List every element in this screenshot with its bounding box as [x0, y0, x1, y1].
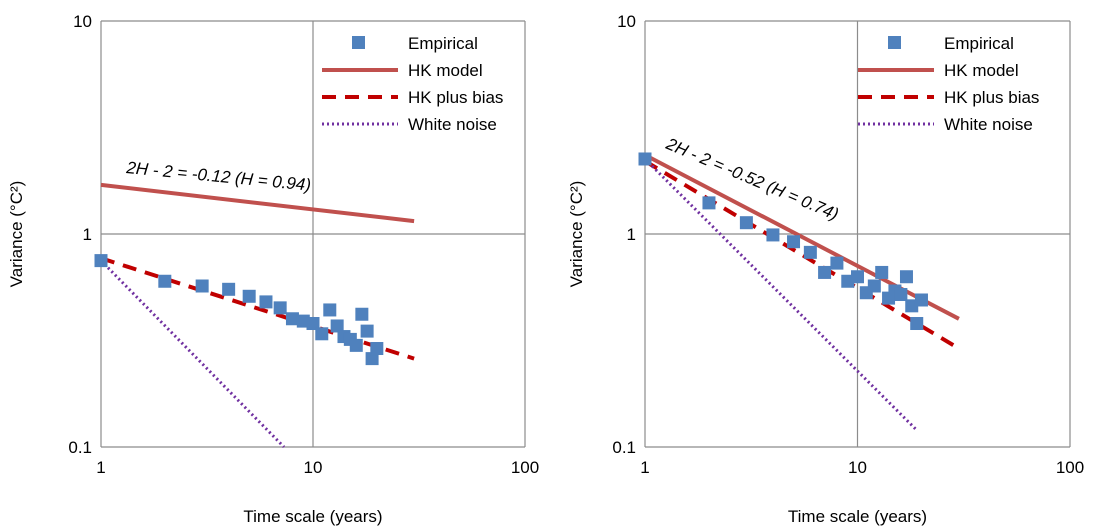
y-tick-label: 0.1: [612, 438, 636, 457]
legend-label: Empirical: [944, 34, 1014, 53]
data-point-empirical: [894, 287, 908, 301]
series-line-hk-plus-bias: [643, 159, 960, 351]
series-line-hk-plus-bias: [100, 256, 415, 361]
data-point-empirical: [638, 152, 652, 166]
data-point-empirical: [306, 317, 320, 331]
series-line-white-noise: [643, 157, 918, 432]
data-point-empirical: [330, 319, 344, 333]
data-point-empirical: [158, 274, 172, 288]
y-tick-label: 10: [73, 12, 92, 31]
legend-marker: [888, 36, 901, 49]
data-point-empirical: [787, 235, 801, 249]
data-point-empirical: [94, 254, 108, 268]
series-line-hk-model: [100, 182, 415, 224]
y-axis-label: Variance (°C²): [7, 181, 26, 288]
data-point-empirical: [195, 279, 209, 293]
data-point-empirical: [315, 327, 329, 341]
legend-marker: [352, 36, 365, 49]
data-point-empirical: [899, 270, 913, 284]
y-tick-label: 1: [627, 225, 636, 244]
legend-label: HK plus bias: [944, 88, 1039, 107]
data-point-empirical: [242, 289, 256, 303]
data-point-empirical: [365, 352, 379, 366]
series-line-white-noise: [99, 259, 286, 449]
data-point-empirical: [285, 312, 299, 326]
x-axis-label: Time scale (years): [788, 507, 927, 526]
data-point-empirical: [355, 307, 369, 321]
y-tick-label: 0.1: [68, 438, 92, 457]
data-point-empirical: [803, 245, 817, 259]
y-tick-label: 1: [83, 225, 92, 244]
x-tick-label: 100: [511, 458, 539, 477]
data-point-empirical: [222, 282, 236, 296]
legend-label: HK model: [408, 61, 483, 80]
x-tick-label: 1: [640, 458, 649, 477]
legend-label: HK plus bias: [408, 88, 503, 107]
x-tick-label: 100: [1056, 458, 1084, 477]
data-point-empirical: [273, 301, 287, 315]
data-point-empirical: [323, 303, 337, 317]
y-axis-label: Variance (°C²): [567, 181, 586, 288]
data-point-empirical: [910, 317, 924, 331]
x-tick-label: 10: [304, 458, 323, 477]
data-point-empirical: [875, 265, 889, 279]
legend-label: White noise: [944, 115, 1033, 134]
data-point-empirical: [370, 342, 384, 356]
legend: Empirical HK model HK plus bias White noise: [322, 34, 503, 134]
legend: Empirical HK model HK plus bias White noise: [858, 34, 1039, 134]
data-point-empirical: [360, 324, 374, 338]
data-point-empirical: [867, 279, 881, 293]
legend-label: White noise: [408, 115, 497, 134]
data-point-empirical: [739, 216, 753, 230]
y-tick-label: 10: [617, 12, 636, 31]
series-line-hk-model: [644, 153, 960, 321]
x-tick-label: 1: [96, 458, 105, 477]
data-point-empirical: [914, 293, 928, 307]
data-point-empirical: [766, 228, 780, 242]
data-point-empirical: [818, 265, 832, 279]
data-point-empirical: [851, 270, 864, 284]
legend-label: HK model: [944, 61, 1019, 80]
data-point-empirical: [830, 256, 844, 270]
x-axis-label: Time scale (years): [243, 507, 382, 526]
data-point-empirical: [259, 295, 273, 309]
data-point-empirical: [349, 338, 363, 352]
x-tick-label: 10: [848, 458, 867, 477]
data-point-empirical: [702, 196, 716, 210]
legend-label: Empirical: [408, 34, 478, 53]
